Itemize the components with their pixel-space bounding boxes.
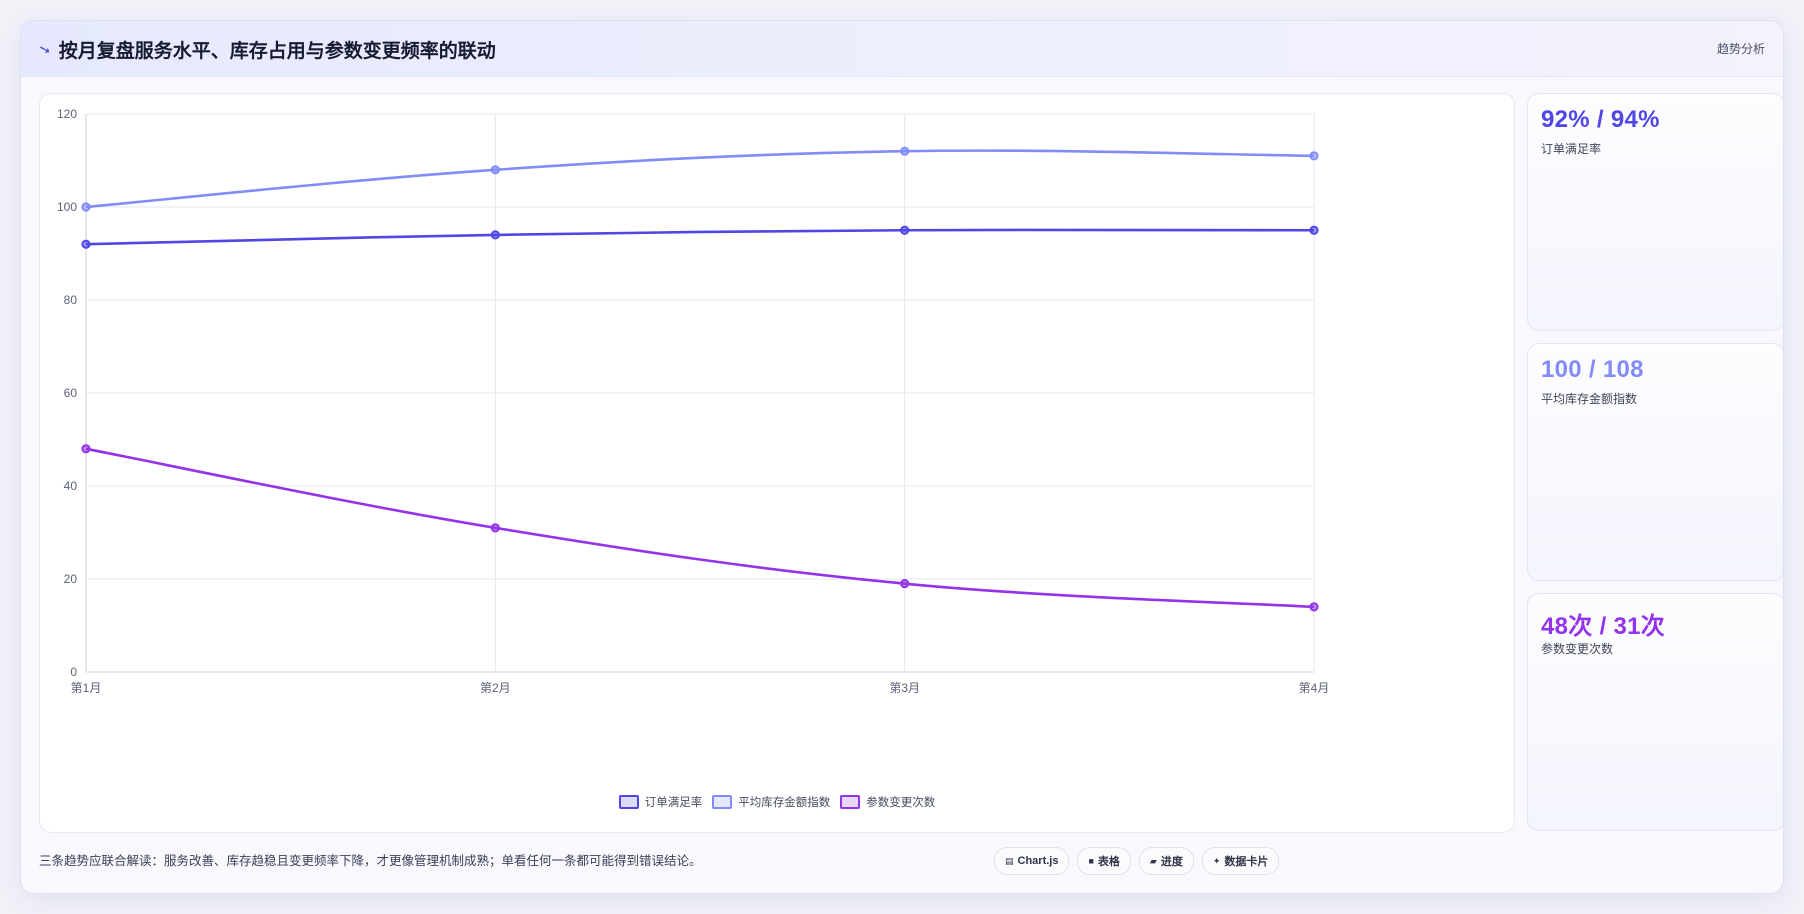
data-point [490, 165, 500, 175]
chip-label: Chart.js [1017, 855, 1059, 867]
legend-swatch [712, 795, 733, 809]
chip-progress[interactable]: ▰ 进度 [1138, 847, 1194, 875]
y-tick-label: 20 [64, 572, 78, 586]
legend-item[interactable]: 参数变更次数 [840, 794, 935, 810]
y-tick-label: 80 [64, 293, 78, 307]
data-point [490, 523, 500, 533]
series-line [85, 447, 1315, 609]
series-line [85, 228, 1315, 246]
data-point [81, 239, 91, 249]
data-point [1309, 602, 1319, 612]
stat-label: 参数变更次数 [1541, 642, 1614, 656]
legend-label: 平均库存金额指数 [738, 797, 831, 809]
x-tick-label: 第3月 [889, 681, 920, 695]
progress-icon: ▰ [1149, 855, 1157, 866]
chart-legend: 订单满足率 平均库存金额指数 参数变更次数 [40, 794, 1514, 810]
series-line [85, 149, 1315, 209]
data-point [1309, 225, 1319, 235]
chip-label: 进度 [1160, 856, 1183, 868]
legend-label: 参数变更次数 [866, 797, 936, 809]
data-point [490, 230, 500, 240]
chip-data-cards[interactable]: ✦ 数据卡片 [1201, 847, 1280, 875]
view-chips: ▤ Chart.js ■ 表格 ▰ 进度 ✦ 数据卡片 [994, 847, 1280, 875]
x-tick-label: 第2月 [480, 681, 511, 695]
table-icon: ■ [1088, 856, 1094, 866]
legend-swatch [618, 795, 639, 809]
dashboard-card: ➘ 按月复盘服务水平、库存占用与参数变更频率的联动 趋势分析 0 20 40 60 80… [20, 20, 1784, 894]
legend-swatch [840, 795, 861, 809]
line-chart-panel: 0 20 40 60 80 100 120 第1月 第2月 第3月 第4月 订单满足率 平均库存金额指… [39, 93, 1515, 833]
stat-card-fill-rate: 92% / 94% 订单满足率 [1527, 93, 1783, 331]
data-point [900, 579, 910, 589]
y-tick-label: 60 [64, 386, 78, 400]
chart-footnote: 三条趋势应联合解读：服务改善、库存趋稳且变更频率下降，才更像管理机制成熟；单看任… [39, 854, 702, 868]
stat-card-param-changes: 48次 / 31次 参数变更次数 [1527, 593, 1783, 831]
y-tick-label: 0 [70, 665, 77, 679]
trend-arrow-icon: ➘ [36, 39, 53, 59]
chip-table[interactable]: ■ 表格 [1077, 847, 1131, 875]
data-point [900, 225, 910, 235]
data-point [1309, 151, 1319, 161]
card-header: ➘ 按月复盘服务水平、库存占用与参数变更频率的联动 趋势分析 [21, 21, 1783, 77]
legend-item[interactable]: 订单满足率 [618, 794, 703, 810]
stat-label: 平均库存金额指数 [1541, 392, 1638, 406]
sparkle-icon: ✦ [1212, 855, 1221, 866]
y-tick-label: 40 [64, 479, 78, 493]
stat-label: 订单满足率 [1541, 142, 1602, 156]
chart-icon: ▤ [1005, 855, 1014, 866]
y-tick-label: 100 [57, 200, 77, 214]
data-point [81, 444, 91, 454]
header-tag: 趋势分析 [1716, 42, 1765, 56]
stat-value: 48次 / 31次 [1541, 613, 1666, 640]
data-point [900, 146, 910, 156]
chip-label: 数据卡片 [1224, 856, 1269, 868]
data-point [81, 202, 91, 212]
chip-label: 表格 [1097, 856, 1120, 868]
y-tick-label: 120 [57, 107, 77, 121]
stat-value: 92% / 94% [1541, 106, 1660, 133]
legend-item[interactable]: 平均库存金额指数 [712, 794, 830, 810]
line-chart: 0 20 40 60 80 100 120 第1月 第2月 第3月 第4月 [57, 107, 1330, 695]
stat-card-inventory-index: 100 / 108 平均库存金额指数 [1527, 343, 1783, 581]
chip-chartjs[interactable]: ▤ Chart.js [994, 847, 1070, 875]
stat-value: 100 / 108 [1541, 356, 1644, 383]
x-tick-label: 第4月 [1299, 681, 1330, 695]
x-tick-label: 第1月 [71, 681, 102, 695]
legend-label: 订单满足率 [644, 797, 703, 809]
page-title: 按月复盘服务水平、库存占用与参数变更频率的联动 [58, 41, 496, 62]
